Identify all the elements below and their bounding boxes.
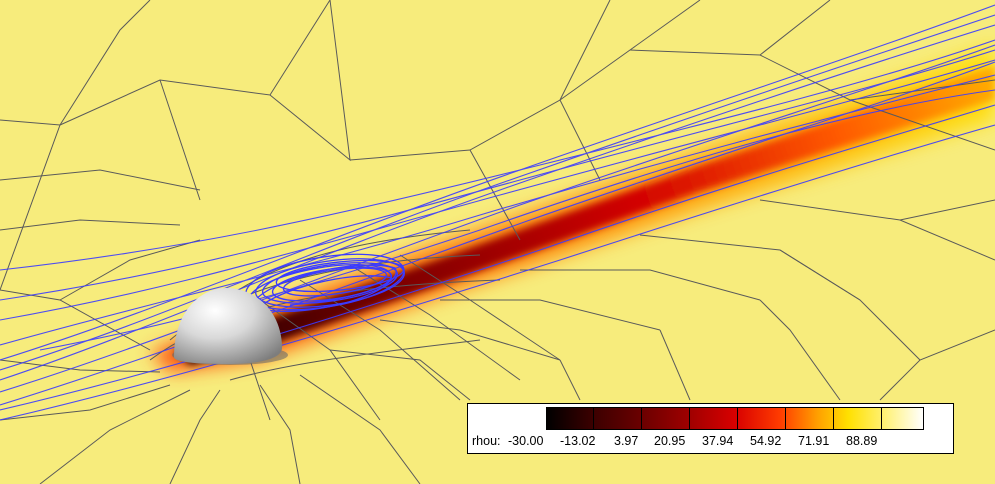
colorbar xyxy=(546,407,924,430)
legend-tick-label: 71.91 xyxy=(798,434,830,448)
vortex-streamlines xyxy=(245,253,405,312)
legend-tick-label: -30.00 xyxy=(508,434,544,448)
legend-tick-label: 3.97 xyxy=(614,434,639,448)
color-legend: rhou: -30.00 -13.02 3.97 20.95 37.94 54.… xyxy=(467,403,954,454)
legend-tick-label: 54.92 xyxy=(750,434,782,448)
legend-tick-label: 37.94 xyxy=(702,434,734,448)
legend-tick-label: 20.95 xyxy=(654,434,686,448)
streamlines xyxy=(0,4,995,421)
sphere-body xyxy=(172,288,288,365)
legend-tick-label: 88.89 xyxy=(846,434,878,448)
legend-tick-label: -13.02 xyxy=(560,434,596,448)
legend-variable-label: rhou: xyxy=(472,434,501,448)
